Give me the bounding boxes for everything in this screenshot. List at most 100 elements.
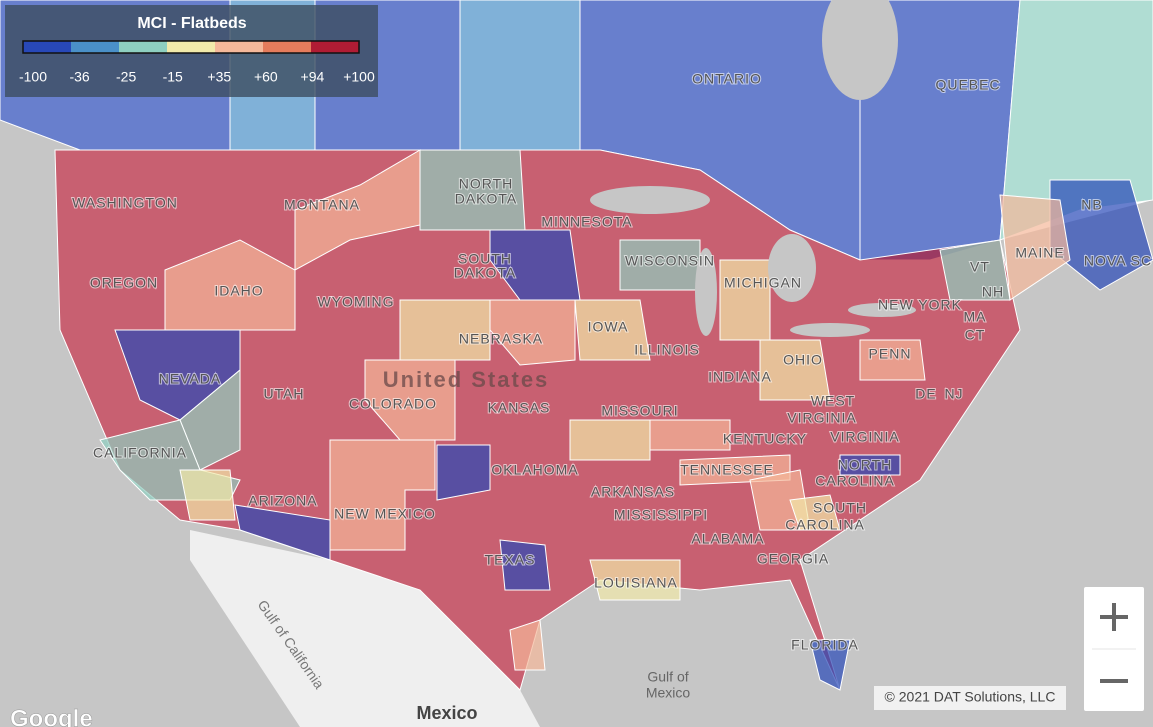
copyright-box (874, 686, 1066, 710)
lake (590, 186, 710, 214)
region (839, 454, 901, 476)
place-label: NOVA SC (1084, 253, 1152, 269)
lakes (590, 0, 916, 337)
legend-tick-label: -36 (69, 69, 89, 85)
place-label: DE (915, 386, 936, 402)
place-label: OREGON (90, 275, 158, 291)
region (589, 559, 681, 601)
legend-swatch (119, 41, 167, 53)
legend-tick-label: -15 (163, 69, 183, 85)
place-label: FLORIDA (791, 637, 859, 653)
place-label: LOUISIANA (594, 575, 678, 591)
legend-tick-label: +35 (207, 69, 231, 85)
legend-tick-label: +60 (254, 69, 278, 85)
place-label: QUEBEC (935, 77, 1000, 93)
region (719, 259, 771, 341)
region (809, 639, 851, 691)
place-label: WASHINGTON (72, 195, 178, 211)
place-label: SOUTH (813, 500, 867, 516)
place-label: SOUTH (458, 251, 512, 267)
zoom-controls (1084, 587, 1144, 711)
place-label: CAROLINA (815, 473, 895, 489)
place-label: ALABAMA (691, 531, 764, 547)
place-label: MICHIGAN (724, 275, 802, 291)
lake (768, 234, 816, 302)
legend-swatch (167, 41, 215, 53)
zoom-out[interactable] (1084, 650, 1144, 711)
place-label: IDAHO (214, 283, 263, 299)
region (164, 239, 296, 331)
region (569, 419, 651, 461)
region (789, 494, 841, 531)
plus-icon (1100, 603, 1128, 631)
place-label: NORTH (838, 457, 893, 473)
region (859, 339, 926, 381)
place-label: CT (965, 327, 986, 343)
place-label: ONTARIO (692, 71, 762, 87)
region (939, 239, 1011, 301)
zoom-in[interactable] (1084, 587, 1144, 648)
place-label: OKLAHOMA (491, 462, 578, 478)
place-label: MISSOURI (601, 403, 678, 419)
place-label: OHIO (783, 352, 823, 368)
place-label: ARKANSAS (591, 484, 675, 500)
place-label: DAKOTA (454, 265, 517, 281)
place-label: WISCONSIN (625, 253, 715, 269)
place-label: TEXAS (485, 552, 536, 568)
region (459, 0, 581, 151)
mexico-land (190, 530, 540, 727)
place-label: NEVADA (159, 371, 222, 387)
place-label: ILLINOIS (634, 342, 700, 358)
place-label: MAINE (1015, 245, 1064, 261)
region (759, 339, 831, 401)
region (436, 444, 491, 501)
lake (822, 0, 898, 100)
region (329, 439, 436, 551)
place-label: VIRGINIA (787, 410, 856, 426)
region (574, 299, 651, 361)
water-label: Mexico (646, 685, 691, 701)
legend-tick-label: -25 (116, 69, 136, 85)
place-label: NORTH (459, 176, 514, 192)
place-label: MISSISSIPPI (614, 507, 708, 523)
legend-title: MCI - Flatbeds (137, 15, 246, 32)
place-label: MA (964, 309, 987, 325)
place-label: NJ (944, 386, 963, 402)
legend-swatch (263, 41, 311, 53)
legend-swatch (215, 41, 263, 53)
place-label: CALIFORNIA (93, 445, 187, 461)
legend-swatch (71, 41, 119, 53)
place-label: COLORADO (349, 396, 437, 412)
place-label: VIRGINIA (830, 429, 899, 445)
lake (695, 248, 717, 336)
place-label: PENN (869, 346, 912, 362)
region (509, 619, 546, 671)
place-label: GEORGIA (757, 551, 829, 567)
legend-tick-label: -100 (19, 69, 47, 85)
place-label: TENNESSEE (680, 462, 774, 478)
lake (790, 323, 870, 337)
logo: Google (10, 705, 93, 727)
country-label: United States (383, 367, 550, 392)
region (499, 539, 551, 591)
place-label: MINNESOTA (541, 214, 632, 230)
legend-swatch (311, 41, 359, 53)
place-label: KENTUCKY (723, 431, 807, 447)
place-label: WYOMING (318, 294, 395, 310)
region (179, 469, 236, 521)
legend-swatch (23, 41, 71, 53)
place-label: DAKOTA (455, 191, 518, 207)
place-label: NH (982, 284, 1004, 300)
lake (848, 303, 916, 317)
legend-tick-label: +100 (343, 69, 375, 85)
place-label: CAROLINA (785, 517, 865, 533)
place-label: IOWA (588, 319, 629, 335)
place-label: INDIANA (708, 369, 772, 385)
place-label: NB (1081, 197, 1102, 213)
region (649, 419, 731, 451)
place-label: ARIZONA (248, 493, 317, 509)
place-label: NEW YORK (878, 297, 962, 313)
country-label: Mexico (416, 703, 477, 723)
